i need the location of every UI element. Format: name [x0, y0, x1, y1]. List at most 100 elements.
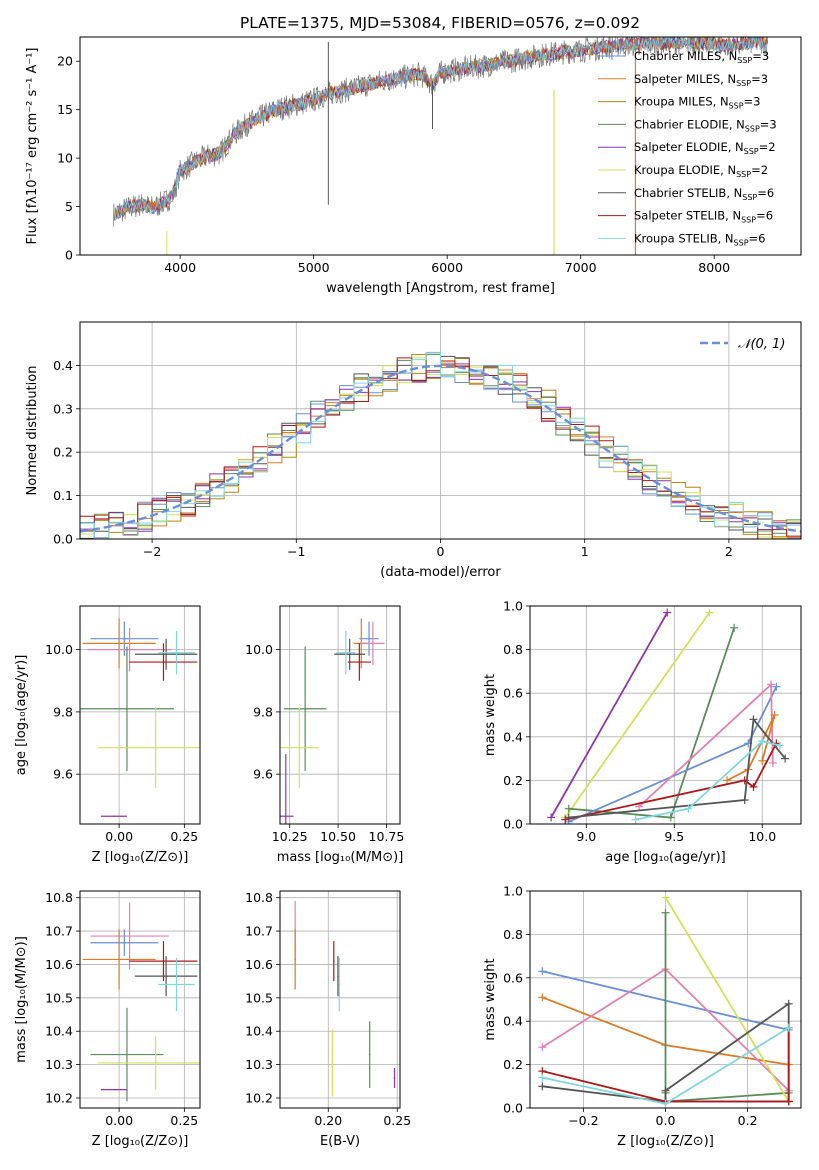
y-tick-label: 10.4: [45, 1024, 73, 1039]
y-tick-label: 0.1: [53, 488, 73, 503]
x-tick-label: 4000: [164, 260, 196, 275]
x-axis-label: mass [log₁₀(M/M⊙)]: [277, 850, 404, 865]
y-tick-label: 0.8: [503, 642, 523, 657]
weight-line: [664, 897, 790, 1102]
x-tick-label: 9.5: [664, 829, 684, 844]
axes-frame: [529, 605, 802, 825]
y-tick-label: 10: [57, 151, 73, 166]
y-tick-label: 10.0: [45, 642, 73, 657]
weight-vs-age-plot-area: [547, 608, 790, 824]
y-tick-label: 9.6: [53, 767, 73, 782]
x-tick-label: 9.0: [576, 829, 596, 844]
y-axis-label: mass weight: [483, 674, 498, 756]
y-tick-label: 0.4: [503, 1014, 523, 1029]
x-tick-label: 10.50: [320, 829, 356, 844]
y-axis-label: age [log₁₀(age/yr)]: [14, 655, 29, 776]
data-point: [338, 983, 341, 986]
y-axis-label: Normed distribution: [25, 366, 40, 496]
axes-frame: [279, 605, 401, 825]
figure-suptitle: PLATE=1375, MJD=53084, FIBERID=0576, z=0…: [240, 14, 640, 32]
data-point: [126, 1053, 128, 1056]
y-tick-label: 0.4: [503, 729, 523, 744]
x-axis-label: wavelength [Angstrom, rest frame]: [326, 281, 555, 296]
legend-subscript: SSP: [736, 170, 751, 179]
legend-value: =2: [759, 140, 776, 154]
data-point: [118, 958, 120, 961]
weight-line: [564, 611, 711, 819]
x-tick-label: 2: [725, 544, 733, 559]
data-point: [304, 707, 306, 710]
y-tick-label: 10.5: [245, 990, 273, 1005]
y-tick-label: 9.8: [253, 704, 273, 719]
y-tick-label: 10.5: [45, 990, 73, 1005]
data-point: [154, 746, 157, 749]
data-point: [358, 661, 361, 663]
data-point: [165, 975, 167, 977]
data-point: [113, 1088, 115, 1091]
x-tick-label: 10.0: [748, 829, 776, 844]
y-tick-label: 0.6: [503, 970, 523, 985]
weight-vs-Z-axes: −0.2 0.0 0.2 0.0 0.2 0.4 0.6 0.8 1.0 Z [log₁₀(Z/Z…: [483, 884, 802, 1149]
y-tick-label: 0.2: [53, 445, 73, 460]
gaussian-curve: [80, 364, 801, 533]
x-tick-label: 0: [437, 544, 445, 559]
x-tick-label: 5000: [298, 260, 330, 275]
legend-label: Salpeter STELIB, NSSP=6: [634, 209, 773, 225]
data-point: [123, 941, 126, 944]
spectrum-axes: 4000 5000 6000 7000 8000 0 5 10 15 20 wavelength […: [25, 36, 802, 296]
weight-line: [542, 1027, 790, 1103]
weight-line: [664, 912, 789, 1103]
y-axis-label: mass weight: [483, 958, 498, 1040]
y-tick-label: 10.7: [245, 924, 273, 939]
data-point: [113, 815, 115, 818]
y-tick-label: 10.6: [45, 957, 73, 972]
x-axis-label: age [log₁₀(age/yr)]: [605, 850, 726, 865]
y-tick-label: 10.0: [245, 642, 273, 657]
residuals-plot-area: [80, 351, 801, 539]
data-point: [162, 661, 165, 663]
legend-value: =6: [757, 186, 774, 200]
y-tick-label: 0.6: [503, 686, 523, 701]
data-point: [332, 960, 335, 962]
legend-label: Kroupa ELODIE, NSSP=2: [634, 163, 768, 179]
data-point: [368, 1053, 371, 1056]
y-tick-label: 0.2: [503, 773, 523, 788]
y-tick-label: 0.0: [53, 532, 73, 547]
legend-value: =2: [751, 163, 768, 177]
data-point: [285, 815, 287, 818]
y-tick-label: 1.0: [503, 884, 523, 899]
legend-subscript: SSP: [729, 102, 744, 111]
legend-subscript: SSP: [742, 193, 757, 202]
legend-subscript: SSP: [745, 124, 760, 133]
legend-value: =3: [751, 72, 768, 86]
legend-label: Chabrier STELIB, NSSP=6: [634, 186, 774, 202]
x-axis-label: Z [log₁₀(Z/Z⊙)]: [92, 1134, 189, 1149]
data-point: [393, 1077, 396, 1079]
y-tick-label: 10.2: [245, 1090, 273, 1105]
x-axis-label: Z [log₁₀(Z/Z⊙)]: [92, 850, 189, 865]
legend-value: =6: [749, 231, 766, 245]
legend-subscript: SSP: [736, 79, 751, 88]
y-tick-label: 0.0: [503, 1101, 523, 1116]
axes-frame: [79, 890, 201, 1109]
x-tick-label: 0.25: [170, 1113, 198, 1128]
y-tick-label: 10.8: [245, 890, 273, 905]
y-tick-label: 10.4: [245, 1024, 273, 1039]
y-tick-label: 0: [65, 248, 73, 263]
legend-subscript: SSP: [737, 56, 752, 65]
legend-subscript: SSP: [744, 147, 759, 156]
y-tick-label: 10.7: [45, 924, 73, 939]
y-axis-label: Flux [fλ10⁻¹⁷ erg cm⁻² s⁻¹ A⁻¹]: [25, 48, 40, 245]
data-point: [337, 975, 339, 977]
x-tick-label: 0.00: [105, 829, 133, 844]
data-point: [128, 648, 131, 651]
y-tick-label: 15: [57, 102, 73, 117]
x-tick-label: 7000: [565, 260, 597, 275]
weight-line: [550, 612, 669, 818]
y-tick-label: 0.2: [503, 1057, 523, 1072]
axes-frame: [279, 890, 401, 1109]
data-point: [331, 1062, 334, 1064]
data-point: [345, 651, 347, 654]
x-tick-label: 0.25: [170, 829, 198, 844]
x-tick-label: 10.75: [369, 829, 405, 844]
